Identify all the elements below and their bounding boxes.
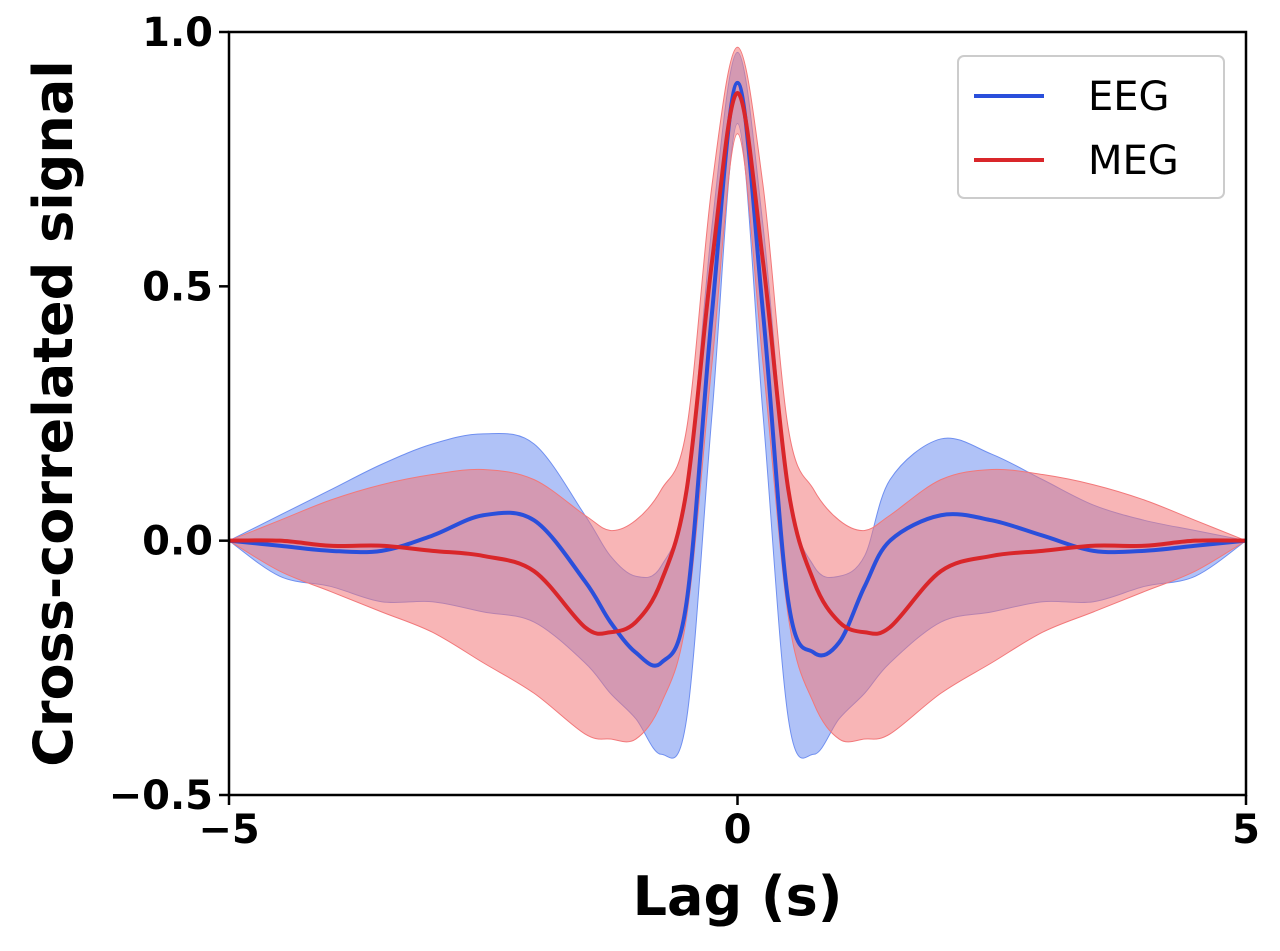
legend-label-meg: MEG xyxy=(1088,138,1179,184)
x-tick-label: −5 xyxy=(198,807,259,853)
x-axis-ticks: −5 0 5 xyxy=(198,795,1260,853)
x-tick-label: 0 xyxy=(724,807,752,853)
y-axis-ticks: −0.5 0.0 0.5 1.0 xyxy=(109,10,229,819)
line-eeg xyxy=(228,80,1247,668)
line-meg xyxy=(228,91,1247,636)
x-tick-label: 5 xyxy=(1232,807,1260,853)
y-tick-label: −0.5 xyxy=(109,773,213,819)
y-tick-label: 0.0 xyxy=(142,519,213,565)
band-meg xyxy=(227,46,1248,743)
series-lines xyxy=(228,80,1247,668)
confidence-bands xyxy=(227,46,1248,759)
x-axis-label: Lag (s) xyxy=(633,865,843,928)
y-tick-label: 0.5 xyxy=(142,264,213,310)
legend-box xyxy=(957,55,1225,199)
legend-label-eeg: EEG xyxy=(1088,74,1170,120)
y-axis-label: Cross-correlated signal xyxy=(22,60,85,767)
y-tick-label: 1.0 xyxy=(142,10,213,56)
legend: EEG MEG xyxy=(957,55,1225,199)
